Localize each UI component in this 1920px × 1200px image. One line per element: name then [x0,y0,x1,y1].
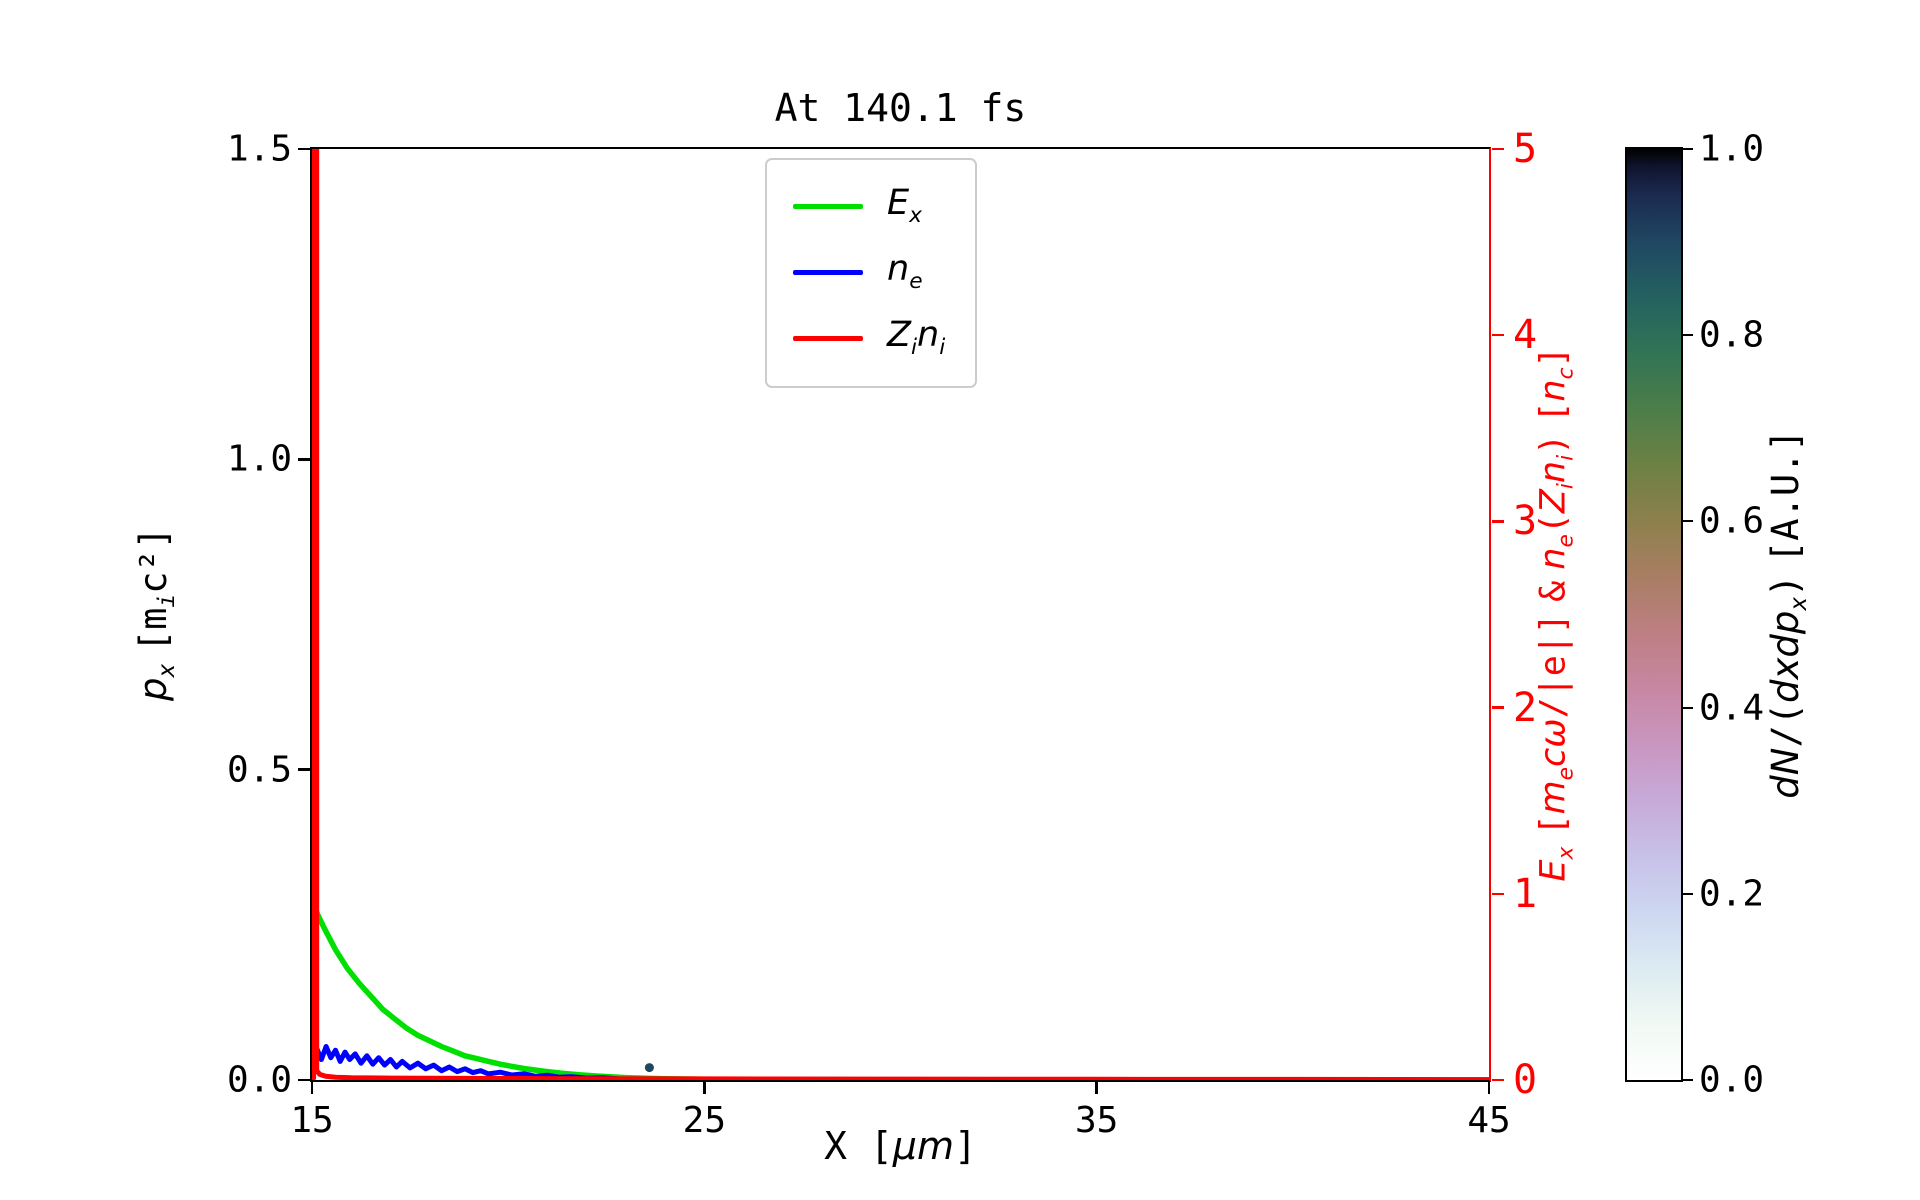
y-right-tick-mark [1492,1078,1504,1082]
colorbar-label: dN/(dxdpx) [A.U.] [1763,429,1813,799]
x-axis-label: X [μm] [824,1124,977,1168]
plot-canvas [312,149,1489,1080]
x-tick-mark [310,1082,314,1094]
colorbar-tick-mark [1683,334,1693,337]
y-right-tick-mark [1492,333,1504,337]
legend-label: Zini [887,314,946,360]
y-left-tick-label: 0.5 [226,749,292,791]
legend-entry-zini: Zini [793,310,945,366]
y-axis-label-right: Ex [mecω/|e|] & ne(Zini) [nc] [1533,346,1579,882]
series-line-zini [312,149,1489,1080]
legend-entry-ne: ne [793,244,945,300]
colorbar-tick-mark [1683,706,1693,709]
y-axis-label-left: px [mic²] [131,526,181,702]
colorbar-tick-mark [1683,892,1693,895]
x-tick-mark [703,1082,706,1094]
colorbar-tick-label: 0.4 [1699,687,1765,729]
phase-space-point [644,1063,654,1073]
colorbar-tick-label: 0.8 [1699,314,1765,356]
colorbar-tick-label: 0.2 [1699,873,1765,915]
colorbar [1625,147,1683,1082]
y-right-tick-label: 0 [1513,1057,1538,1103]
chart-title: At 140.1 fs [774,86,1027,130]
colorbar-tick-mark [1683,520,1693,523]
colorbar-tick-label: 1.0 [1699,128,1765,170]
series-line-ex [312,901,1489,1080]
y-left-tick-mark [298,147,310,151]
y-left-tick-label: 1.5 [226,128,292,170]
y-left-tick-mark [298,1078,310,1082]
colorbar-tick-label: 0.6 [1699,500,1765,542]
legend-label: ne [887,248,923,294]
y-left-tick-mark [298,768,310,771]
legend-entry-ex: Ex [793,178,945,234]
y-left-tick-label: 1.0 [226,438,292,480]
legend-swatch [793,203,863,209]
x-tick-mark [1487,1082,1491,1094]
y-right-tick-label: 5 [1513,126,1538,172]
legend-swatch [793,335,863,341]
y-right-tick-mark [1492,892,1504,896]
legend: Ex ne Zini [765,158,978,388]
colorbar-tick-mark [1683,1079,1693,1081]
y-left-tick-label: 0.0 [226,1059,292,1101]
legend-swatch [793,269,863,275]
colorbar-gradient [1627,149,1681,1080]
y-right-tick-mark [1492,147,1504,151]
colorbar-tick-label: 0.0 [1699,1059,1765,1101]
x-tick-mark [1095,1082,1098,1094]
colorbar-tick-mark [1683,148,1693,150]
legend-label: Ex [887,182,922,228]
y-left-tick-mark [298,458,310,461]
y-right-tick-mark [1492,706,1504,709]
y-right-tick-mark [1492,520,1504,523]
